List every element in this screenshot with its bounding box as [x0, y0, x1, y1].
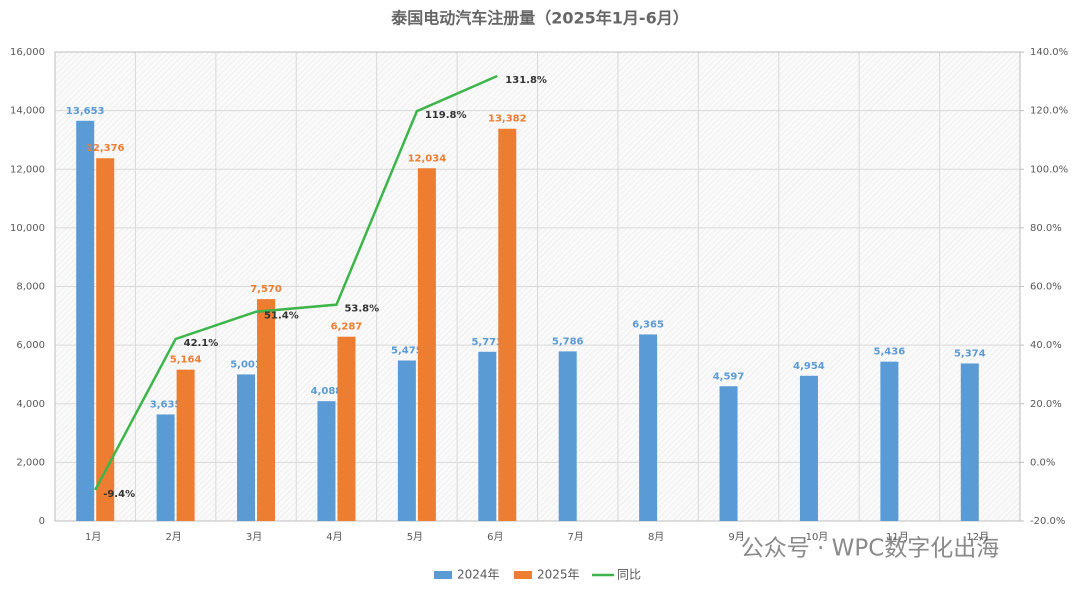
data-label: 13,653	[66, 106, 105, 117]
bar	[96, 158, 115, 521]
plot-border	[54, 51, 1021, 522]
x-tick-label: 4月	[326, 531, 342, 543]
x-tick-label: 2月	[165, 531, 181, 543]
x-tick-label: 1月	[85, 531, 101, 543]
data-label: 12,376	[86, 143, 125, 154]
data-label: 119.8%	[425, 110, 467, 121]
legend-label: 2024年	[457, 568, 500, 582]
y-tick-label: 0	[39, 516, 45, 527]
x-tick-label: 7月	[568, 531, 584, 543]
data-label: 5,475	[391, 346, 423, 357]
data-label: 42.1%	[184, 338, 219, 349]
y-tick-label: 16,000	[10, 47, 45, 58]
bar	[960, 363, 979, 521]
y-tick-label: 4,000	[16, 399, 45, 410]
x-tick-label: 11月	[886, 531, 909, 543]
data-label: 4,088	[311, 386, 343, 397]
data-label: 13,382	[488, 114, 527, 125]
data-label: 5,786	[552, 336, 584, 347]
bar	[719, 386, 738, 521]
data-label: 5,436	[874, 347, 906, 358]
y2-tick-label: -20.0%	[1030, 516, 1065, 527]
y-tick-label: 2,000	[16, 457, 45, 468]
line	[94, 74, 498, 491]
data-label: 5,164	[170, 355, 202, 366]
bar	[317, 401, 336, 521]
bar	[237, 374, 256, 521]
data-label: 6,287	[331, 322, 363, 333]
x-tick-label: 5月	[407, 531, 423, 543]
data-label: 3,635	[150, 399, 182, 410]
y2-tick-label: 0.0%	[1030, 457, 1055, 468]
y-tick-label: 8,000	[16, 282, 45, 293]
y-tick-label: 12,000	[10, 164, 45, 175]
data-label: 7,570	[250, 284, 282, 295]
bar	[176, 369, 195, 521]
chart-title: 泰国电动汽车注册量（2025年1月-6月）	[390, 9, 688, 28]
legend-swatch	[434, 571, 452, 579]
y2-tick-label: 80.0%	[1030, 223, 1062, 234]
x-tick-label: 6月	[487, 531, 503, 543]
data-label: 5,773	[471, 337, 503, 348]
bar	[799, 375, 818, 521]
x-tick-label: 12月	[966, 531, 989, 543]
data-label: 4,954	[793, 361, 825, 372]
y-tick-label: 6,000	[16, 340, 45, 351]
x-tick-label: 3月	[246, 531, 262, 543]
x-tick-label: 10月	[806, 531, 829, 543]
y2-tick-label: 40.0%	[1030, 340, 1062, 351]
y2-tick-label: 120.0%	[1030, 106, 1068, 117]
legend-label: 同比	[617, 568, 641, 582]
y2-tick-label: 100.0%	[1030, 164, 1068, 175]
data-label: 5,374	[954, 348, 986, 359]
bar	[498, 128, 517, 522]
bar	[156, 414, 175, 521]
data-label: 5,001	[230, 359, 262, 370]
data-label: 51.4%	[264, 311, 299, 322]
y2-tick-label: 20.0%	[1030, 399, 1062, 410]
bar	[880, 361, 899, 521]
data-label: 4,597	[713, 371, 745, 382]
bar	[478, 351, 497, 521]
x-tick-label: 8月	[648, 531, 664, 543]
data-label: 131.8%	[505, 75, 547, 86]
legend-swatch	[514, 571, 532, 579]
data-label: 12,034	[408, 153, 447, 164]
data-label: 53.8%	[344, 304, 379, 315]
data-label: 6,365	[632, 319, 664, 330]
y-tick-label: 14,000	[10, 106, 45, 117]
bar	[639, 334, 658, 521]
bar	[417, 168, 436, 522]
bar	[337, 336, 356, 521]
y2-tick-label: 140.0%	[1030, 47, 1068, 58]
bar	[558, 351, 577, 521]
bar	[76, 120, 95, 521]
bar	[397, 360, 416, 521]
legend-label: 2025年	[537, 568, 580, 582]
x-tick-label: 9月	[728, 531, 744, 543]
data-label: -9.4%	[103, 489, 135, 500]
y-tick-label: 10,000	[10, 223, 45, 234]
y2-tick-label: 60.0%	[1030, 282, 1062, 293]
bar	[257, 299, 276, 521]
watermark: 公众号 · WPC数字化出海	[741, 536, 1000, 562]
